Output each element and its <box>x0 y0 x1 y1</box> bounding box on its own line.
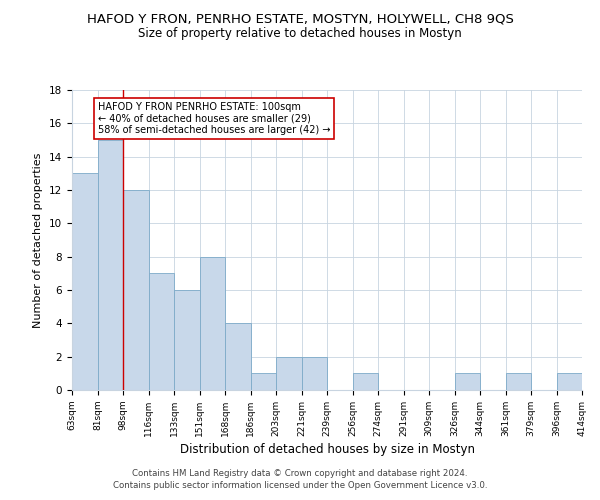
Bar <box>123 190 149 390</box>
Text: HAFOD Y FRON PENRHO ESTATE: 100sqm
← 40% of detached houses are smaller (29)
58%: HAFOD Y FRON PENRHO ESTATE: 100sqm ← 40%… <box>97 102 330 135</box>
Y-axis label: Number of detached properties: Number of detached properties <box>34 152 43 328</box>
Bar <box>72 174 97 390</box>
Bar <box>225 324 251 390</box>
Bar <box>302 356 327 390</box>
Bar <box>505 374 531 390</box>
Text: Contains HM Land Registry data © Crown copyright and database right 2024.: Contains HM Land Registry data © Crown c… <box>132 468 468 477</box>
Bar <box>97 140 123 390</box>
Text: Contains public sector information licensed under the Open Government Licence v3: Contains public sector information licen… <box>113 481 487 490</box>
Text: Size of property relative to detached houses in Mostyn: Size of property relative to detached ho… <box>138 28 462 40</box>
Bar <box>353 374 378 390</box>
Text: HAFOD Y FRON, PENRHO ESTATE, MOSTYN, HOLYWELL, CH8 9QS: HAFOD Y FRON, PENRHO ESTATE, MOSTYN, HOL… <box>86 12 514 26</box>
Bar <box>276 356 302 390</box>
Bar <box>149 274 174 390</box>
X-axis label: Distribution of detached houses by size in Mostyn: Distribution of detached houses by size … <box>179 443 475 456</box>
Bar <box>174 290 199 390</box>
Bar <box>199 256 225 390</box>
Bar <box>455 374 480 390</box>
Bar <box>251 374 276 390</box>
Bar <box>557 374 582 390</box>
